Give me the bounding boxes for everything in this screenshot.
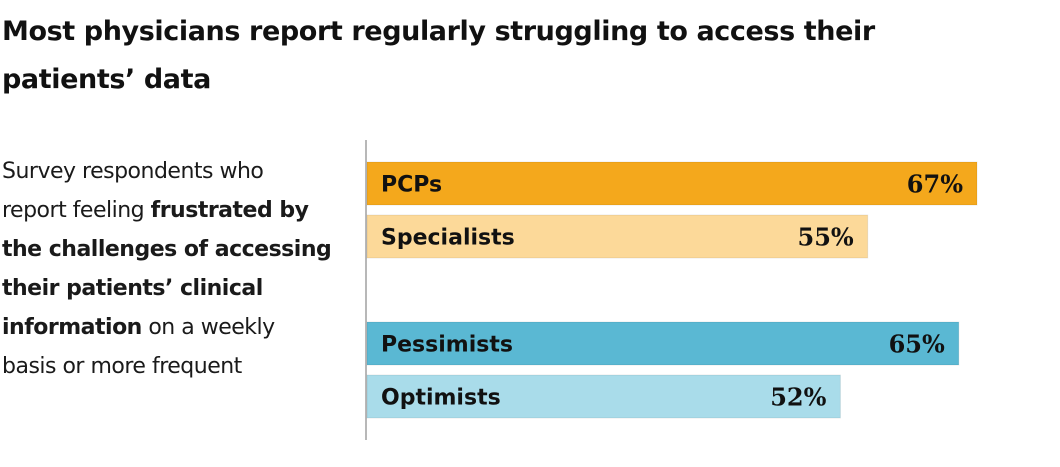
chart-subtitle: Survey respondents who report feeling fr…	[2, 152, 332, 386]
bar-value-pcps: 67%	[907, 170, 963, 199]
bar-pcps	[366, 161, 978, 206]
subtitle-bold-text: frustrated by the challenges of accessin…	[2, 198, 332, 340]
chart-title: Most physicians report regularly struggl…	[2, 16, 875, 95]
bar-value-optimists: 52%	[770, 383, 826, 412]
bar-label-pessimists: Pessimists	[381, 333, 513, 358]
bar-label-optimists: Optimists	[381, 386, 501, 411]
bar-specialists	[366, 214, 869, 259]
bar-value-specialists: 55%	[798, 223, 854, 252]
bar-pessimists	[366, 321, 960, 366]
bar-value-pessimists: 65%	[889, 330, 945, 359]
bar-label-pcps: PCPs	[381, 173, 442, 198]
subtitle-text-2: on a weekly basis or more frequent	[2, 315, 275, 379]
subtitle-text-1: Survey respondents who report feeling	[2, 159, 264, 223]
bars-group: PCPs 67% Specialists 55% Pessimists 65% Optimi…	[366, 161, 978, 419]
bar-label-specialists: Specialists	[381, 226, 515, 251]
bar-optimists	[366, 374, 841, 419]
